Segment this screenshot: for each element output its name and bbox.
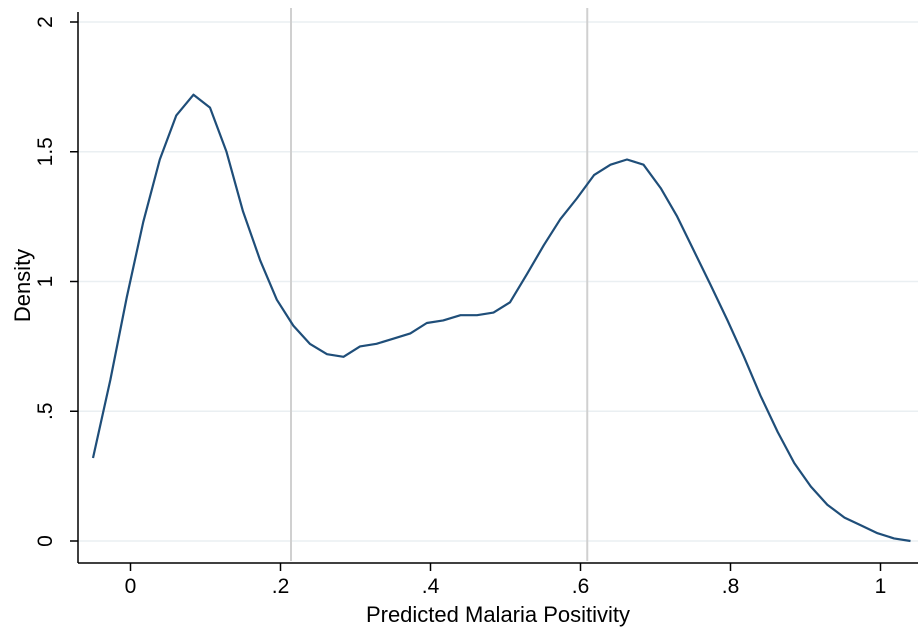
- x-axis-title: Predicted Malaria Positivity: [366, 602, 630, 627]
- x-tick-label-4: .8: [722, 575, 740, 598]
- axes: [70, 12, 918, 571]
- x-tick-label-5: 1: [875, 575, 887, 598]
- y-tick-label-0: 0: [34, 535, 57, 547]
- reference-lines: [290, 8, 589, 561]
- y-tick-label-3: 1.5: [34, 137, 57, 166]
- density-series: [91, 93, 911, 543]
- x-tick-label-0: 0: [125, 575, 137, 598]
- x-tick-label-1: .2: [272, 575, 290, 598]
- grid-lines: [78, 21, 918, 542]
- x-tick-label-2: .4: [422, 575, 440, 598]
- y-tick-label-1: .5: [34, 402, 57, 420]
- density-line: [91, 93, 911, 543]
- y-tick-label-2: 1: [34, 276, 57, 288]
- tick-labels: 0 .2 .4 .6 .8 1 0 .5 1 1.5 2: [34, 16, 886, 598]
- y-tick-label-4: 2: [34, 16, 57, 28]
- x-tick-label-3: .6: [572, 575, 590, 598]
- y-axis-title: Density: [10, 249, 35, 322]
